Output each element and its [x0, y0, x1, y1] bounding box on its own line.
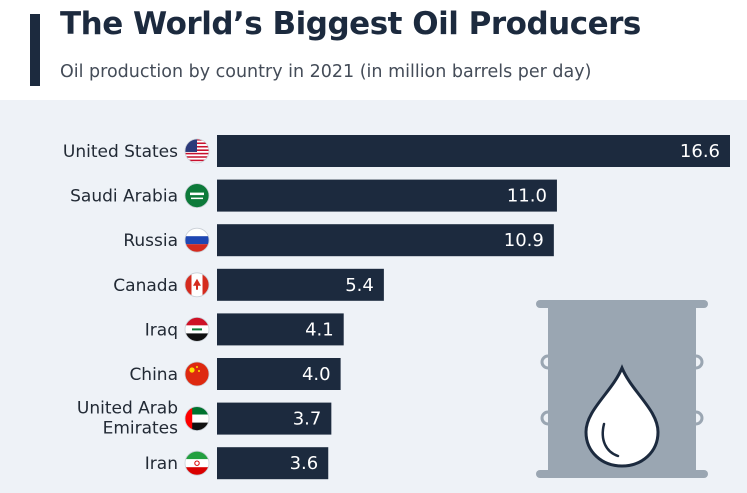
- header: The World’s Biggest Oil Producers Oil pr…: [0, 0, 747, 100]
- bar-5: [217, 358, 341, 390]
- category-label-1: Saudi Arabia: [70, 187, 178, 207]
- flag-us-icon: [184, 138, 210, 164]
- flag-iran-icon: [184, 450, 210, 476]
- category-label-6: United Arab Emirates: [77, 399, 178, 439]
- bar-4: [217, 313, 344, 346]
- flag-saudi-arabia-icon: [184, 183, 210, 209]
- bar-2: [217, 224, 554, 257]
- category-label-4: Iraq: [145, 320, 178, 340]
- value-label-7: 3.6: [290, 453, 319, 474]
- flag-russia-icon: [184, 227, 210, 253]
- flag-china-icon: [184, 361, 210, 387]
- value-label-6: 3.7: [293, 409, 322, 430]
- oil-barrel-icon: [536, 300, 708, 478]
- bar-0: [217, 135, 730, 167]
- bar-6: [217, 402, 332, 435]
- bar-3: [217, 268, 384, 301]
- value-label-4: 4.1: [305, 319, 334, 340]
- flag-uae-icon: [184, 406, 210, 432]
- value-label-5: 4.0: [302, 364, 331, 385]
- chart-subtitle: Oil production by country in 2021 (in mi…: [60, 62, 592, 82]
- category-label-5: China: [129, 365, 178, 385]
- flag-iraq-icon: [184, 316, 210, 342]
- value-label-0: 16.6: [680, 141, 720, 162]
- title-accent-bar: [30, 14, 40, 86]
- category-label-7: Iran: [145, 454, 178, 474]
- bar-7: [217, 447, 329, 480]
- value-label-3: 5.4: [345, 275, 374, 296]
- chart-title: The World’s Biggest Oil Producers: [60, 6, 641, 42]
- bar-1: [217, 179, 557, 212]
- value-label-1: 11.0: [507, 186, 547, 207]
- category-label-2: Russia: [123, 231, 178, 251]
- category-label-3: Canada: [113, 276, 178, 296]
- value-label-2: 10.9: [504, 230, 544, 251]
- category-label-0: United States: [63, 142, 178, 162]
- flag-canada-icon: [184, 272, 210, 298]
